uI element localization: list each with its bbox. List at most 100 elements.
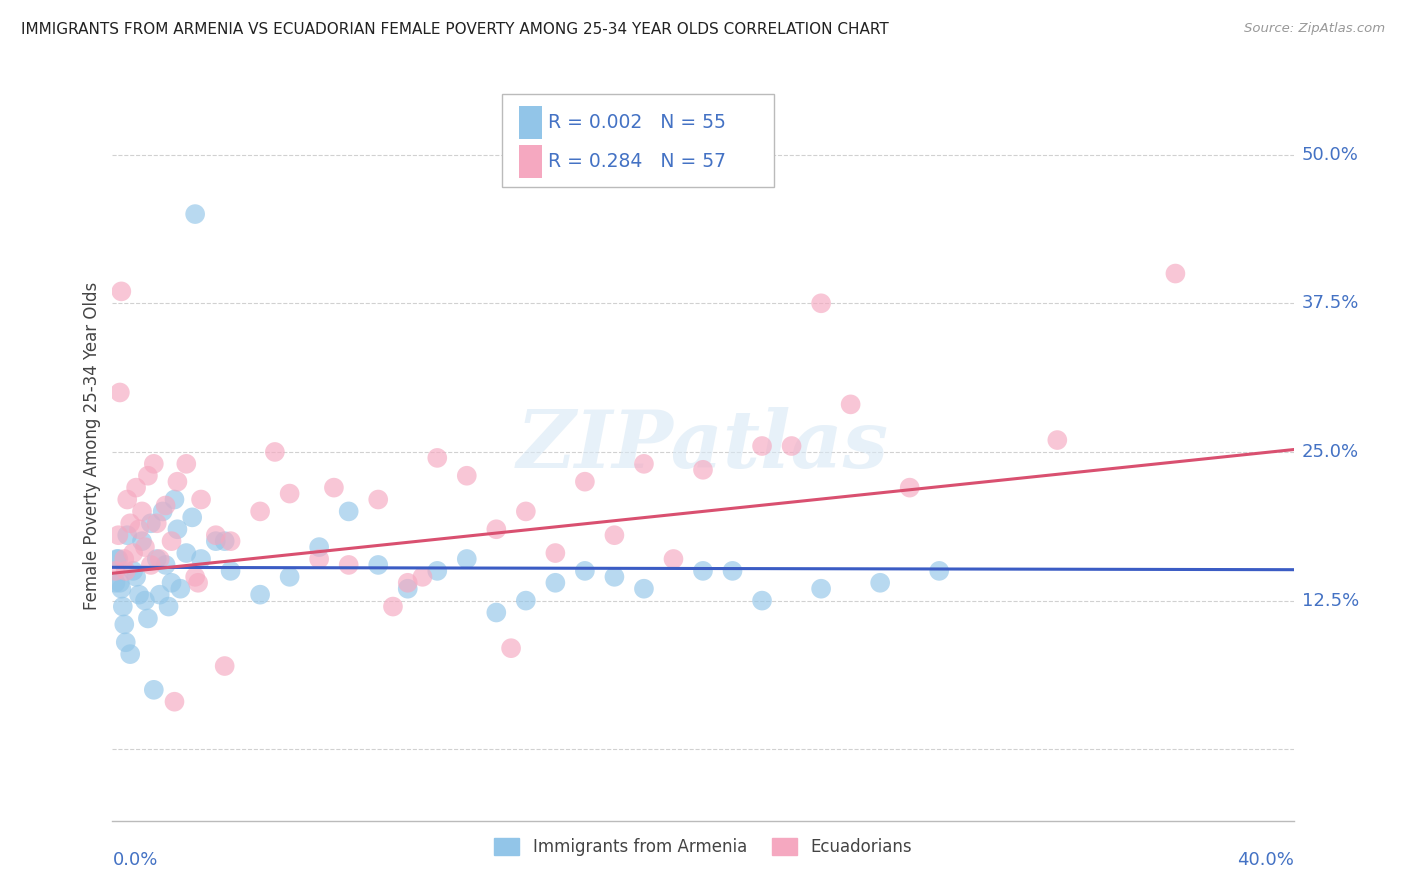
FancyBboxPatch shape [519,145,543,178]
Legend: Immigrants from Armenia, Ecuadorians: Immigrants from Armenia, Ecuadorians [486,830,920,864]
Point [160,575,183,590]
Point [110,582,132,596]
Point [1164,267,1187,281]
Point [136,468,159,483]
Point [190,552,212,566]
Point [142,457,165,471]
Point [157,599,180,614]
Point [308,552,330,566]
Point [104,564,127,578]
Point [633,582,655,596]
Point [139,558,162,572]
Point [456,468,478,483]
Point [396,575,419,590]
Point [122,546,145,560]
Point [139,516,162,531]
Point [692,564,714,578]
Point [515,504,537,518]
Point [485,606,508,620]
Point [278,570,301,584]
FancyBboxPatch shape [519,106,543,139]
Point [249,504,271,518]
Point [107,528,129,542]
Point [134,593,156,607]
Point [117,492,138,507]
Point [131,534,153,549]
Text: R = 0.284   N = 57: R = 0.284 N = 57 [548,152,727,170]
Point [426,564,449,578]
Text: IMMIGRANTS FROM ARMENIA VS ECUADORIAN FEMALE POVERTY AMONG 25-34 YEAR OLDS CORRE: IMMIGRANTS FROM ARMENIA VS ECUADORIAN FE… [21,22,889,37]
Point [110,285,132,299]
Point [174,457,197,471]
Point [264,445,287,459]
Point [114,635,136,649]
Point [810,296,832,310]
Point [574,475,596,489]
Text: Source: ZipAtlas.com: Source: ZipAtlas.com [1244,22,1385,36]
Point [205,528,228,542]
Point [108,575,131,590]
Text: 25.0%: 25.0% [1302,443,1360,461]
Point [603,570,626,584]
Point [810,582,832,596]
Point [1046,433,1069,447]
Point [219,564,242,578]
Point [249,588,271,602]
Point [166,475,188,489]
Point [142,682,165,697]
Point [120,516,142,531]
Point [190,492,212,507]
Text: R = 0.002   N = 55: R = 0.002 N = 55 [548,112,725,132]
Point [128,588,150,602]
Point [108,385,131,400]
Point [928,564,950,578]
Point [166,522,188,536]
Point [603,528,626,542]
Point [146,516,169,531]
Point [184,207,207,221]
Point [426,450,449,465]
Point [662,552,685,566]
Point [219,534,242,549]
Point [515,593,537,607]
FancyBboxPatch shape [502,94,773,187]
Point [111,599,134,614]
Point [131,504,153,518]
Point [751,593,773,607]
Text: 40.0%: 40.0% [1237,851,1294,869]
Point [125,481,148,495]
Point [574,564,596,578]
Point [721,564,744,578]
Point [104,575,127,590]
Text: 37.5%: 37.5% [1302,294,1360,312]
Point [163,695,186,709]
Text: 50.0%: 50.0% [1302,145,1358,163]
Point [155,558,177,572]
Point [184,570,207,584]
Point [544,546,567,560]
Point [751,439,773,453]
Point [337,558,360,572]
Point [146,552,169,566]
Point [382,599,405,614]
Point [898,481,921,495]
Point [501,641,523,656]
Y-axis label: Female Poverty Among 25-34 Year Olds: Female Poverty Among 25-34 Year Olds [83,282,101,610]
Point [117,528,138,542]
Text: ZIPatlas: ZIPatlas [517,408,889,484]
Point [485,522,508,536]
Point [412,570,434,584]
Point [149,588,172,602]
Point [367,492,389,507]
Point [114,564,136,578]
Point [149,552,172,566]
Point [122,564,145,578]
Point [367,558,389,572]
Point [181,510,204,524]
Point [456,552,478,566]
Point [187,575,209,590]
Point [169,582,191,596]
Point [112,617,135,632]
Point [692,463,714,477]
Point [214,534,236,549]
